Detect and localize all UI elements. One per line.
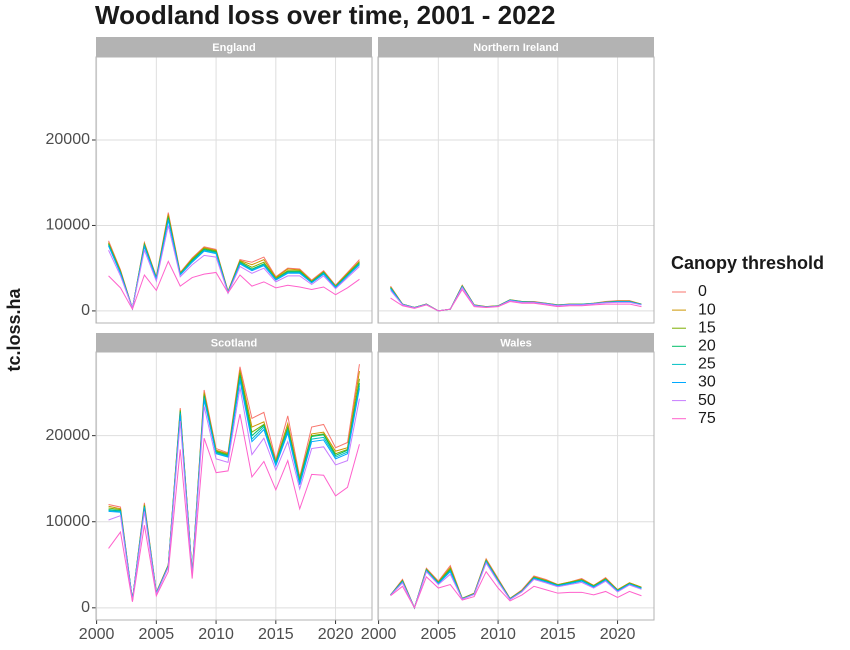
panel-title: England [212,42,255,54]
strip [96,37,372,57]
series-line [108,387,360,601]
y-tick-label: 10000 [46,217,91,234]
panel-border [95,56,373,324]
series-line [390,285,642,312]
y-axis-label: tc.loss.ha [4,287,24,371]
series-line [390,559,642,610]
series-line [390,570,642,609]
series-line [390,561,642,610]
x-tick-label: 2005 [421,626,457,643]
panel-title: Scotland [211,337,257,349]
legend-label: 15 [698,319,716,336]
legend-label: 0 [698,283,707,300]
strip [378,37,654,57]
legend-title: Canopy threshold [671,253,824,273]
series-line [390,557,642,610]
chart-title: Woodland loss over time, 2001 - 2022 [95,0,555,30]
legend-label: 75 [698,410,716,427]
series-line [108,217,360,311]
series-line [390,284,642,312]
legend-label: 30 [698,374,716,391]
legend-label: 50 [698,392,716,409]
y-tick-label: 20000 [46,427,91,444]
x-tick-label: 2020 [600,626,636,643]
series-line [390,558,642,610]
series-line [390,284,642,312]
y-tick-label: 10000 [46,513,91,530]
x-tick-label: 2020 [318,626,354,643]
series-line [108,212,360,309]
y-tick-label: 0 [81,302,90,319]
x-tick-label: 2015 [540,626,576,643]
panel-title: Wales [500,337,531,349]
series-line [108,414,360,602]
series-line [108,364,360,601]
series-line [108,219,360,311]
legend-label: 20 [698,338,716,355]
strip [96,333,372,352]
series-line [390,560,642,610]
panel-border [377,56,655,324]
series-line [108,214,360,309]
strip [378,333,654,352]
x-tick-label: 2015 [258,626,294,643]
series-line [108,215,360,309]
panel-border [377,351,655,621]
series-line [108,225,360,311]
series-line [390,559,642,610]
series-line [108,370,360,601]
panel-border [95,351,373,621]
series-line [108,220,360,311]
series-line [390,285,642,312]
legend-label: 10 [698,301,716,318]
series-line [390,560,642,610]
panel-title: Northern Ireland [473,42,559,54]
x-tick-label: 2010 [480,626,516,643]
x-tick-label: 2005 [139,626,175,643]
x-tick-label: 2010 [198,626,234,643]
y-tick-label: 20000 [46,131,91,148]
y-tick-label: 0 [81,599,90,616]
legend-label: 25 [698,356,716,373]
series-line [390,285,642,312]
series-line [390,288,642,312]
x-tick-label: 2000 [79,626,115,643]
series-line [108,260,360,311]
series-line [390,285,642,312]
x-tick-label: 2000 [361,626,397,643]
series-line [390,286,642,312]
